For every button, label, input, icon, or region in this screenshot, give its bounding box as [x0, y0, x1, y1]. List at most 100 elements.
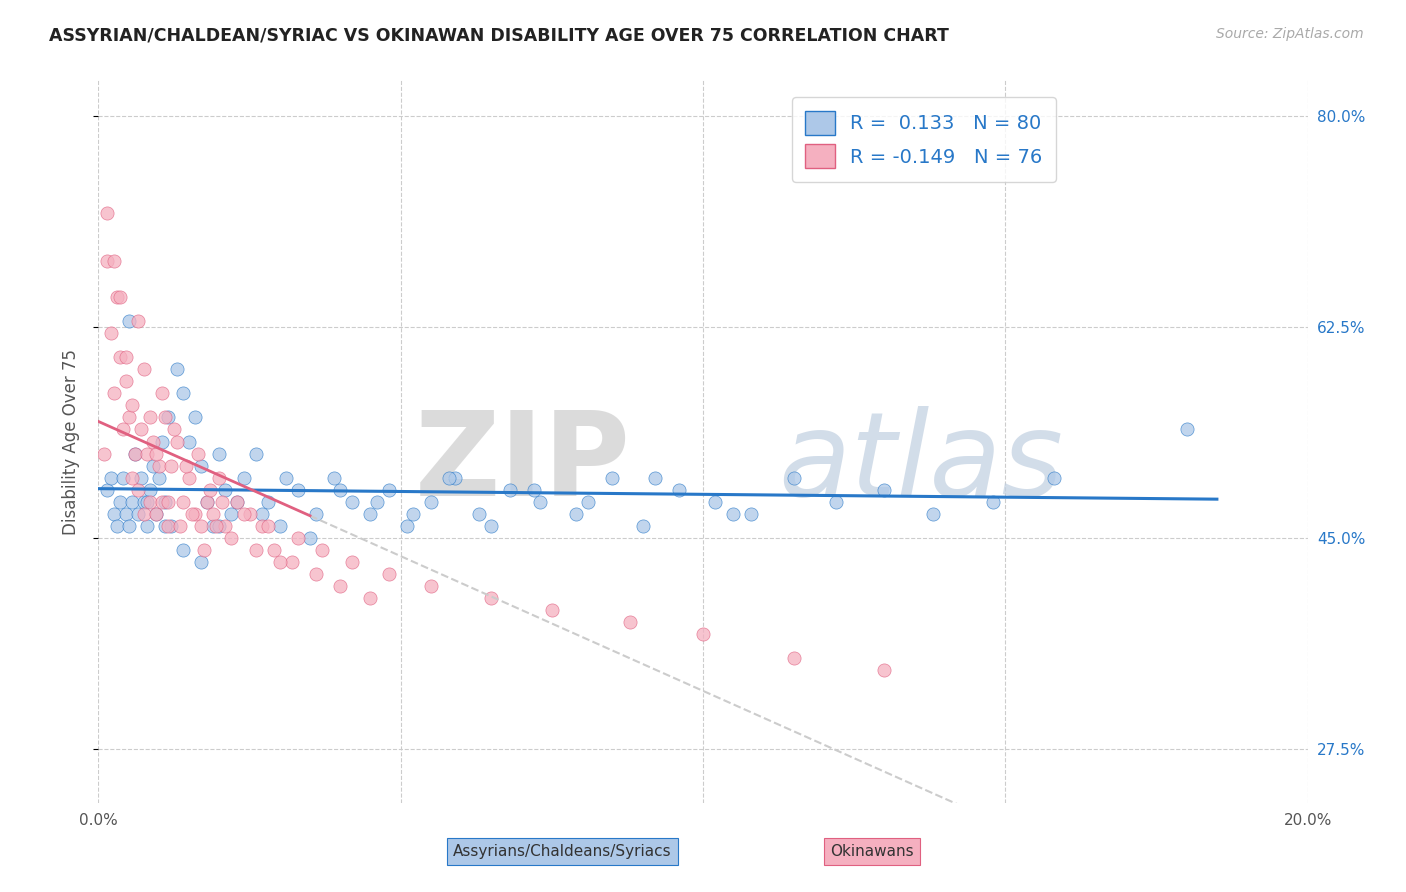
Point	[481, 591, 503, 605]
Point	[208, 446, 231, 460]
Point	[169, 519, 191, 533]
Point	[111, 470, 134, 484]
Point	[93, 446, 115, 460]
Point	[139, 494, 162, 508]
Point	[156, 410, 179, 425]
Text: atlas: atlas	[778, 406, 1063, 520]
Text: Okinawans: Okinawans	[830, 845, 914, 859]
Point	[444, 470, 467, 484]
Point	[287, 483, 309, 497]
Text: Assyrians/Chaldeans/Syriacs: Assyrians/Chaldeans/Syriacs	[453, 845, 672, 859]
Point	[145, 446, 167, 460]
Point	[420, 494, 443, 508]
Point	[132, 507, 155, 521]
Point	[118, 519, 141, 533]
Point	[208, 519, 231, 533]
Point	[96, 253, 118, 268]
Point	[135, 519, 157, 533]
Point	[153, 410, 176, 425]
Point	[132, 494, 155, 508]
Point	[311, 542, 333, 557]
Point	[342, 555, 364, 569]
Point	[142, 434, 165, 449]
Point	[245, 542, 267, 557]
Point	[221, 507, 243, 521]
Point	[108, 494, 131, 508]
Point	[232, 507, 254, 521]
Text: ASSYRIAN/CHALDEAN/SYRIAC VS OKINAWAN DISABILITY AGE OVER 75 CORRELATION CHART: ASSYRIAN/CHALDEAN/SYRIAC VS OKINAWAN DIS…	[49, 27, 949, 45]
Point	[163, 423, 186, 437]
Point	[221, 531, 243, 545]
Point	[366, 494, 388, 508]
Point	[783, 470, 806, 484]
Point	[200, 483, 222, 497]
Point	[127, 483, 149, 497]
Point	[100, 326, 122, 341]
Point	[100, 470, 122, 484]
Point	[704, 494, 727, 508]
Point	[274, 470, 297, 484]
Point	[127, 314, 149, 328]
Point	[1175, 423, 1198, 437]
Point	[305, 507, 328, 521]
Point	[103, 507, 125, 521]
Point	[166, 434, 188, 449]
Point	[299, 531, 322, 545]
Point	[124, 446, 146, 460]
Point	[105, 519, 128, 533]
Point	[287, 531, 309, 545]
Point	[377, 483, 399, 497]
Point	[981, 494, 1004, 508]
Point	[108, 350, 131, 364]
Point	[105, 290, 128, 304]
Point	[540, 603, 562, 617]
Point	[202, 519, 225, 533]
Point	[205, 519, 228, 533]
Point	[523, 483, 546, 497]
Point	[172, 542, 194, 557]
Point	[239, 507, 262, 521]
Point	[132, 362, 155, 376]
Point	[723, 507, 745, 521]
Point	[214, 519, 236, 533]
Point	[172, 386, 194, 401]
Point	[202, 507, 225, 521]
Point	[402, 507, 425, 521]
Point	[1042, 470, 1064, 484]
Point	[118, 410, 141, 425]
Point	[156, 494, 179, 508]
Point	[437, 470, 460, 484]
Point	[139, 410, 162, 425]
Point	[602, 470, 624, 484]
Point	[195, 494, 218, 508]
Point	[156, 519, 179, 533]
Point	[96, 205, 118, 219]
Point	[619, 615, 641, 630]
Point	[145, 507, 167, 521]
Point	[142, 458, 165, 473]
Point	[825, 494, 848, 508]
Point	[114, 374, 136, 388]
Point	[281, 555, 304, 569]
Point	[179, 434, 201, 449]
Point	[360, 591, 382, 605]
Point	[873, 664, 896, 678]
Point	[269, 555, 291, 569]
Point	[166, 362, 188, 376]
Point	[190, 519, 212, 533]
Point	[150, 434, 173, 449]
Point	[150, 494, 173, 508]
Point	[250, 519, 273, 533]
Point	[121, 494, 143, 508]
Point	[96, 483, 118, 497]
Text: ZIP: ZIP	[415, 406, 630, 521]
Point	[565, 507, 588, 521]
Point	[631, 519, 654, 533]
Point	[576, 494, 599, 508]
Point	[124, 446, 146, 460]
Point	[129, 470, 152, 484]
Point	[250, 507, 273, 521]
Point	[668, 483, 690, 497]
Point	[214, 483, 236, 497]
Point	[226, 494, 249, 508]
